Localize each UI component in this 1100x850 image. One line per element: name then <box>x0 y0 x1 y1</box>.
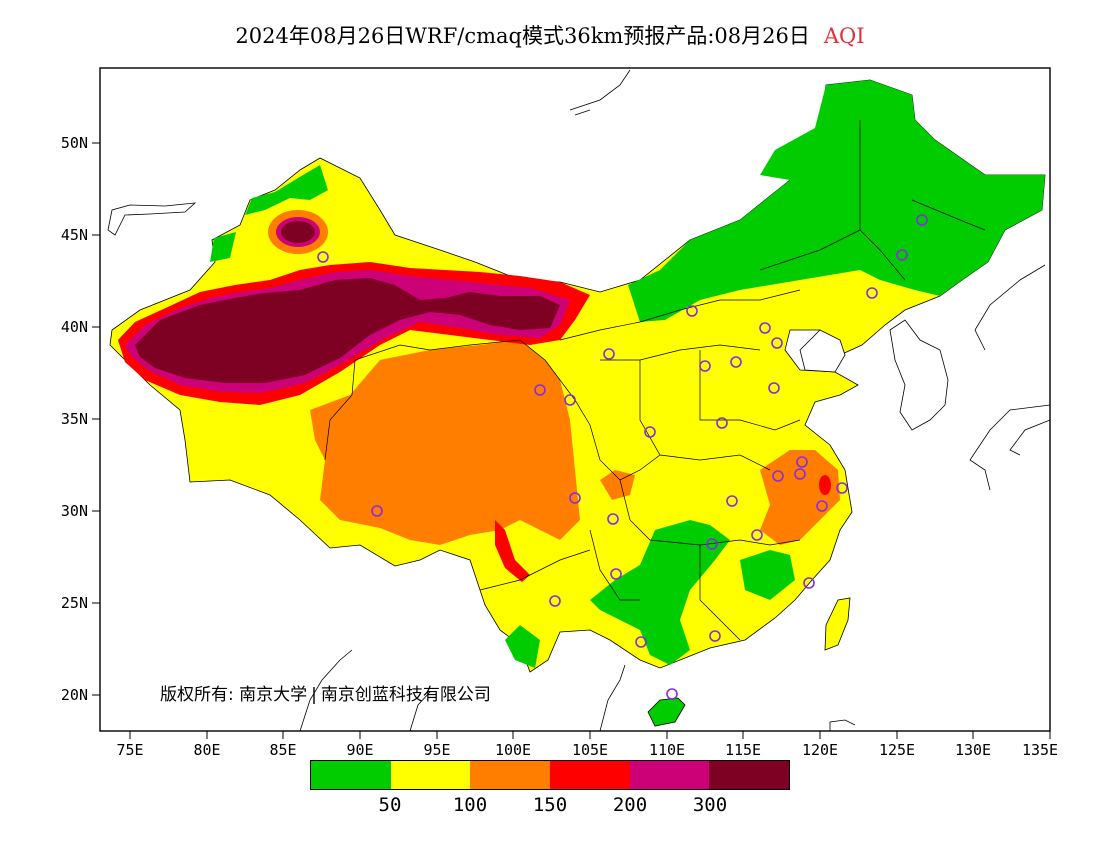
lat-label: 20N <box>61 686 88 704</box>
lon-label: 80E <box>193 741 220 759</box>
lon-label: 75E <box>116 741 143 759</box>
aqi-colorbar <box>310 760 790 790</box>
map-frame <box>99 67 1051 732</box>
lat-label: 40N <box>61 318 88 336</box>
station-marker <box>317 251 329 263</box>
colorbar-tick-label: 200 <box>612 794 648 816</box>
station-marker <box>771 337 783 349</box>
lon-label: 110E <box>649 741 685 759</box>
lon-label: 90E <box>346 741 373 759</box>
station-marker <box>759 322 771 334</box>
tibet-region-usg <box>310 340 580 545</box>
station-marker <box>730 356 742 368</box>
lat-label: 25N <box>61 594 88 612</box>
colorbar-swatch <box>470 761 551 789</box>
lon-label: 105E <box>572 741 608 759</box>
station-marker <box>751 529 763 541</box>
station-markers <box>317 214 928 700</box>
station-marker <box>768 382 780 394</box>
colorbar-ticks: 50 100 150 200 300 <box>310 794 790 818</box>
copyright-notice: 版权所有: 南京大学 | 南京创蓝科技有限公司 <box>160 680 491 705</box>
title-variable: AQI <box>823 24 865 48</box>
copyright-separator: | <box>311 685 317 705</box>
station-marker <box>726 495 738 507</box>
station-marker <box>794 468 806 480</box>
station-marker <box>564 394 576 406</box>
title-text: 2024年08月26日WRF/cmaq模式36km预报产品:08月26日 <box>235 24 810 48</box>
northeast-region-good <box>628 80 1045 322</box>
longitude-axis: 75E 80E 85E 90E 95E 100E 105E 110E 115E … <box>116 731 1058 759</box>
lat-label: 50N <box>61 134 88 152</box>
colorbar-swatch <box>629 761 710 789</box>
lon-label: 135E <box>1022 741 1058 759</box>
lon-label: 95E <box>423 741 450 759</box>
yunnan-region-good <box>505 625 540 668</box>
station-marker <box>803 577 815 589</box>
station-marker <box>569 492 581 504</box>
southeast-region-good <box>740 550 795 600</box>
copyright-org1: 南京大学 <box>239 685 308 705</box>
station-marker <box>916 214 928 226</box>
station-marker <box>534 384 546 396</box>
desert-region-hazardous <box>135 278 560 383</box>
xinjiang-region-good <box>245 165 328 215</box>
lon-label: 120E <box>802 741 838 759</box>
southwest-region-unhealthy <box>495 520 530 582</box>
lat-label: 45N <box>61 226 88 244</box>
xinjiang-hotspot-hazardous <box>281 221 315 243</box>
lon-label: 115E <box>725 741 761 759</box>
latitude-axis: 50N 45N 40N 35N 30N 25N 20N <box>61 134 100 704</box>
station-marker <box>607 513 619 525</box>
station-marker <box>709 630 721 642</box>
east-region-usg <box>760 450 840 545</box>
station-marker <box>716 417 728 429</box>
east-hotspot-unhealthy <box>819 475 831 495</box>
station-marker <box>796 456 808 468</box>
station-marker <box>772 470 784 482</box>
map-title: 2024年08月26日WRF/cmaq模式36km预报产品:08月26日 AQI <box>0 20 1100 50</box>
station-marker <box>686 305 698 317</box>
lon-label: 85E <box>269 741 296 759</box>
colorbar-tick-label: 100 <box>452 794 488 816</box>
station-marker <box>371 505 383 517</box>
lon-label: 125E <box>879 741 915 759</box>
colorbar-swatch <box>311 761 391 789</box>
station-marker <box>866 287 878 299</box>
lat-label: 30N <box>61 502 88 520</box>
neighbor-coastlines <box>107 69 1051 732</box>
station-marker <box>635 636 647 648</box>
colorbar-swatch <box>390 761 471 789</box>
colorbar-swatch <box>550 761 630 789</box>
station-marker <box>836 482 848 494</box>
colorbar-tick-label: 50 <box>378 794 402 816</box>
colorbar-swatch <box>709 761 790 789</box>
station-marker <box>549 595 561 607</box>
station-marker <box>896 249 908 261</box>
lon-label: 130E <box>955 741 991 759</box>
lat-label: 35N <box>61 410 88 428</box>
lon-label: 100E <box>495 741 531 759</box>
station-marker <box>603 348 615 360</box>
province-boundaries <box>324 120 986 641</box>
copyright-prefix: 版权所有: <box>160 685 234 705</box>
west-region-good <box>210 232 236 262</box>
colorbar-tick-label: 300 <box>692 794 728 816</box>
station-marker <box>816 500 828 512</box>
sichuan-region-usg <box>600 470 635 500</box>
taiwan-island <box>824 597 851 651</box>
hainan-island <box>647 697 686 727</box>
south-region-good <box>590 520 730 665</box>
station-marker <box>644 426 656 438</box>
copyright-org2: 南京创蓝科技有限公司 <box>320 685 491 705</box>
station-marker <box>666 688 678 700</box>
station-marker <box>706 538 718 550</box>
colorbar-tick-label: 150 <box>532 794 568 816</box>
station-marker <box>699 360 711 372</box>
station-marker <box>610 568 622 580</box>
bohai-bay <box>799 329 846 373</box>
